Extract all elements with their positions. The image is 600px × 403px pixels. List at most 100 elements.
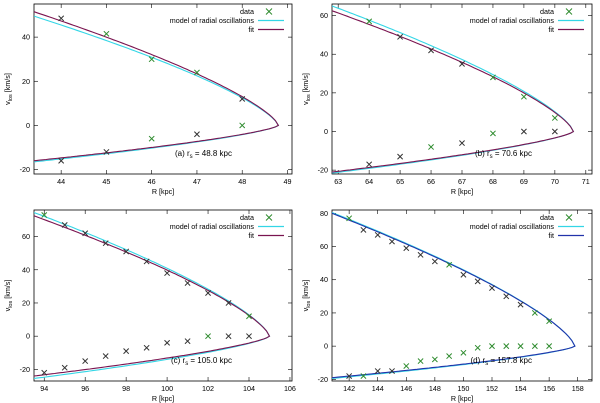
model-curve — [34, 15, 280, 163]
data-point-stroke — [41, 369, 48, 376]
data-point — [397, 153, 404, 160]
y-axis-label-main: v — [301, 101, 310, 105]
y-axis-label-sub: los — [306, 301, 312, 308]
data-point — [551, 128, 558, 135]
chart-panel-d: 142 144 146 148 150 152 154 156 158 -20 0 20 40 60 80 R… — [301, 209, 593, 403]
data-point-stroke — [403, 363, 410, 370]
legend-label-model: model of radial oscillations — [470, 222, 555, 231]
data-point — [193, 131, 200, 138]
y-tick-label: 60 — [320, 11, 328, 20]
x-tick-label: 100 — [161, 384, 173, 393]
y-axis-label-sub: los — [8, 301, 14, 308]
legend-label-model: model of radial oscillations — [170, 222, 255, 231]
series-group — [332, 5, 575, 174]
x-tick-label: 150 — [457, 384, 469, 393]
legend-marker-data — [265, 8, 273, 15]
panel-annotation-main: (b) r — [475, 149, 490, 158]
data-point — [346, 373, 353, 379]
data-point-stroke — [360, 373, 367, 379]
data-point — [103, 30, 110, 37]
data-point-stroke — [546, 343, 553, 350]
y-tick-label: 60 — [320, 242, 328, 251]
data-point — [428, 47, 435, 54]
x-tick-label: 64 — [365, 177, 373, 186]
data-point — [205, 290, 212, 296]
y-tick-label: 20 — [22, 77, 30, 86]
panel-annotation: (d) rs = 157.8 kpc — [471, 356, 532, 367]
data-point-stroke — [551, 128, 558, 135]
panel-annotation-main: (a) r — [175, 149, 190, 158]
panel-annotation: (a) rs = 48.8 kpc — [175, 149, 232, 160]
legend-label-data: data — [540, 213, 554, 222]
data-point-stroke — [103, 148, 110, 155]
y-axis-label-unit: [km/s] — [3, 73, 12, 94]
data-point-stroke — [225, 300, 232, 306]
data-point — [239, 95, 246, 102]
y-axis-label-main: v — [301, 307, 310, 311]
x-tick-label: 63 — [334, 177, 342, 186]
data-point — [246, 313, 252, 320]
data-point-stroke — [520, 93, 527, 100]
data-point-stroke — [546, 318, 553, 325]
x-tick-label: 142 — [343, 384, 355, 393]
data-point-stroke — [389, 238, 395, 245]
panel-annotation-value: = 48.8 kpc — [193, 149, 232, 158]
data-point-stroke — [417, 358, 424, 365]
data-point-stroke — [205, 290, 212, 296]
x-tick-label: 98 — [122, 384, 130, 393]
x-tick-label: 144 — [372, 384, 384, 393]
data-point-stroke — [374, 231, 381, 238]
panel-annotation-main: (c) r — [171, 356, 186, 365]
series-group — [34, 211, 271, 380]
y-tick-label: 40 — [22, 265, 30, 274]
data-point — [82, 358, 89, 365]
data-point-stroke — [520, 128, 527, 135]
data-point-stroke — [517, 301, 524, 308]
data-point — [239, 122, 246, 129]
data-point-stroke — [164, 339, 171, 346]
data-point — [123, 248, 130, 255]
data-point — [403, 245, 410, 252]
x-tick-label: 46 — [148, 177, 156, 186]
legend-label-model: model of radial oscillations — [170, 16, 255, 25]
data-point-stroke — [58, 15, 65, 22]
data-point — [205, 333, 212, 340]
fit-curve — [34, 215, 271, 377]
y-tick-label: 0 — [324, 127, 328, 136]
data-point — [520, 128, 527, 135]
y-axis-label-unit: [km/s] — [3, 280, 12, 301]
data-point-stroke — [102, 240, 109, 247]
data-point-stroke — [41, 212, 48, 218]
chart-panel-b: 63 64 65 66 67 68 69 70 71 -20 0 20 40 60 R [kpc] vlos … — [301, 3, 593, 196]
data-point — [503, 293, 510, 300]
chart-panel-c: 94 96 98 100 102 104 106 -20 0 20 40 60 R [kpc] vlos … — [3, 209, 296, 403]
data-point-stroke — [460, 349, 467, 356]
data-point — [546, 343, 553, 350]
data-point-stroke — [184, 280, 191, 287]
chart-panel-a: 44 45 46 47 48 49 -20 0 20 40 R [kpc] vlos [km/s] da… — [3, 3, 293, 196]
data-point-stroke — [164, 270, 171, 277]
x-tick-label: 148 — [429, 384, 441, 393]
data-point — [148, 56, 155, 63]
x-tick-label: 68 — [489, 177, 497, 186]
data-point — [551, 115, 558, 121]
data-point — [389, 238, 395, 245]
data-point — [143, 258, 150, 265]
legend-label-data: data — [540, 7, 554, 16]
data-point — [397, 33, 404, 40]
y-axis-label-main: v — [3, 307, 12, 311]
data-point-stroke — [366, 161, 373, 168]
data-point-stroke — [346, 373, 353, 379]
data-point — [374, 368, 381, 374]
legend-label-data: data — [240, 7, 254, 16]
data-point-stroke — [489, 343, 495, 350]
data-point-stroke — [366, 18, 373, 25]
panel-annotation: (b) rs = 70.6 kpc — [475, 149, 532, 160]
x-axis-label: R [kpc] — [152, 187, 174, 196]
y-axis-label: vlos [km/s] — [301, 73, 312, 105]
x-tick-label: 49 — [283, 177, 291, 186]
data-point — [346, 215, 353, 222]
x-tick-label: 71 — [582, 177, 590, 186]
data-point-stroke — [459, 60, 465, 67]
data-point — [246, 333, 252, 340]
